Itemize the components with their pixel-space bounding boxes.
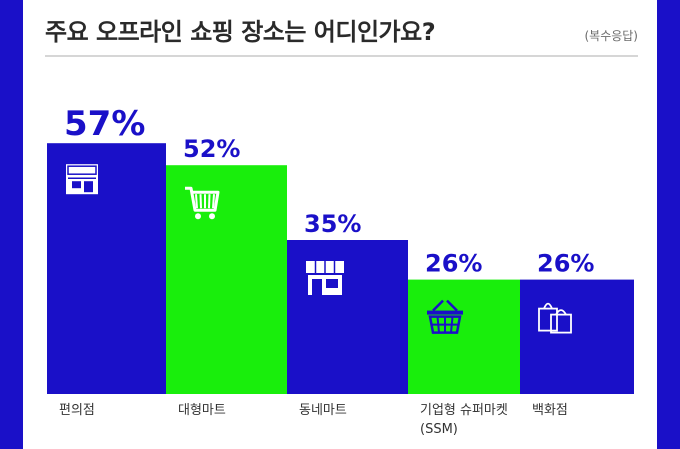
shop-icon — [306, 261, 344, 295]
value-label-4: 26% — [425, 250, 482, 278]
bar-1 — [47, 143, 166, 394]
category-label-2: 대형마트 — [178, 403, 226, 418]
category-label-5: 백화점 — [532, 403, 568, 418]
category-label-3: 동네마트 — [299, 403, 347, 418]
category-label-4: 기업형 슈퍼마켓 (SSM) — [420, 403, 508, 437]
bar-3 — [287, 240, 408, 394]
bar-5 — [520, 279, 634, 394]
shopping-cart-icon — [185, 186, 220, 220]
value-label-1: 57% — [64, 104, 145, 144]
bar-4 — [408, 279, 520, 394]
response-note: (복수응답) — [584, 29, 638, 43]
convenience-store-icon — [66, 164, 98, 195]
value-label-2: 52% — [183, 135, 240, 163]
basket-icon — [427, 299, 463, 334]
bar-2 — [166, 165, 287, 394]
category-label-1: 편의점 — [59, 403, 95, 418]
shopping-bags-icon — [538, 302, 572, 334]
value-label-3: 35% — [304, 210, 361, 238]
title-divider — [45, 55, 638, 57]
chart-title: 주요 오프라인 쇼핑 장소는 어디인가요? — [45, 18, 436, 46]
value-label-5: 26% — [537, 250, 594, 278]
